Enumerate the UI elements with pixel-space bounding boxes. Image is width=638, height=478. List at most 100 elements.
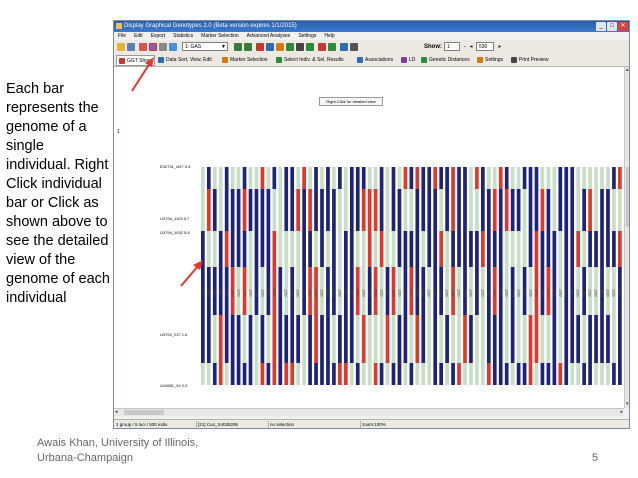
genome-bar-segment[interactable] (260, 167, 265, 189)
menu-help[interactable]: Help (324, 33, 335, 39)
genome-bar-segment[interactable] (266, 189, 271, 231)
genome-bar-segment[interactable] (475, 189, 479, 231)
vertical-scrollbar[interactable]: ▴ ▾ (624, 67, 629, 408)
genome-bar-segment[interactable] (266, 167, 271, 189)
genome-bar-segment[interactable] (433, 315, 438, 363)
genome-bar-segment[interactable] (486, 231, 491, 267)
genome-bar-segment[interactable] (540, 363, 545, 385)
genome-bar-segment[interactable] (433, 363, 438, 385)
genome-bar-segment[interactable] (463, 363, 467, 385)
genome-bar-segment[interactable] (546, 267, 551, 315)
genome-bar-segment[interactable] (206, 231, 211, 267)
genome-bar-segment[interactable] (343, 231, 348, 267)
genome-bar-segment[interactable] (272, 363, 277, 385)
genome-bar-segment[interactable] (397, 315, 402, 363)
genome-bar-segment[interactable] (469, 167, 473, 189)
genome-bar-segment[interactable] (427, 167, 432, 189)
genome-bar-segment[interactable] (415, 315, 420, 363)
genome-bar-segment[interactable] (481, 363, 485, 385)
genome-bar-segment[interactable] (564, 315, 569, 363)
tab-data-sort[interactable]: Data Sort, View, Edit (158, 55, 212, 65)
genome-bar-segment[interactable] (206, 363, 211, 385)
menu-marker-selection[interactable]: Marker Selection (201, 33, 239, 39)
genome-bar-segment[interactable] (391, 267, 396, 315)
genome-bar-segment[interactable] (486, 167, 491, 189)
genome-bar-segment[interactable] (296, 231, 301, 267)
genome-bar-segment[interactable] (326, 167, 330, 189)
genome-bar-segment[interactable] (504, 231, 509, 267)
genome-bar-segment[interactable] (397, 363, 402, 385)
genome-bar-segment[interactable] (254, 189, 259, 231)
genome-bar-segment[interactable] (201, 267, 205, 315)
genome-bar-segment[interactable] (385, 167, 390, 189)
genome-bar-segment[interactable] (618, 267, 622, 315)
genome-bar-segment[interactable] (576, 189, 581, 231)
genome-bar-segment[interactable] (588, 189, 592, 231)
genome-bar-segment[interactable] (332, 189, 336, 231)
genome-bar-segment[interactable] (498, 231, 503, 267)
genome-bar-segment[interactable] (409, 231, 414, 267)
horizontal-scrollbar[interactable]: ◂ ▸ (114, 408, 624, 416)
select-icon[interactable] (286, 43, 294, 51)
genome-bar-segment[interactable] (361, 231, 366, 267)
genome-bar-segment[interactable] (385, 189, 390, 231)
close-button[interactable]: ✕ (618, 22, 628, 31)
genome-bar-segment[interactable] (451, 189, 455, 231)
genome-bar-segment[interactable] (546, 363, 551, 385)
genome-bar-segment[interactable] (272, 231, 277, 267)
genome-bar-segment[interactable] (272, 189, 277, 231)
genome-bar-segment[interactable] (254, 267, 259, 315)
genome-bar-segment[interactable] (349, 231, 354, 267)
genome-bar-segment[interactable] (564, 231, 569, 267)
genome-bar-segment[interactable] (201, 363, 205, 385)
genome-bar-segment[interactable] (576, 315, 581, 363)
tab-marker-selection[interactable]: Marker Selection (222, 55, 268, 65)
genome-bar-segment[interactable] (320, 189, 324, 231)
genome-bar-segment[interactable] (385, 315, 390, 363)
genome-bar-segment[interactable] (606, 231, 610, 267)
genome-bar-segment[interactable] (516, 363, 521, 385)
genome-bar-segment[interactable] (576, 267, 581, 315)
genome-bar-segment[interactable] (606, 363, 610, 385)
genome-bar-segment[interactable] (528, 363, 533, 385)
genome-bar-segment[interactable] (415, 189, 420, 231)
genome-bar-segment[interactable] (230, 363, 235, 385)
genome-bar-segment[interactable] (242, 231, 247, 267)
genome-bar-segment[interactable] (290, 167, 295, 189)
genome-bar-segment[interactable] (445, 267, 449, 315)
scroll-up-icon[interactable]: ▴ (626, 67, 629, 73)
genome-bar-segment[interactable] (504, 189, 509, 231)
genome-bar-segment[interactable] (379, 167, 384, 189)
genome-bar-segment[interactable] (302, 267, 306, 315)
genome-bar-segment[interactable] (594, 189, 598, 231)
genome-bar-segment[interactable] (433, 267, 438, 315)
genome-bar-segment[interactable] (338, 363, 342, 385)
genome-bar-segment[interactable] (510, 189, 515, 231)
genome-bar-segment[interactable] (349, 189, 354, 231)
genome-bar-segment[interactable] (385, 231, 390, 267)
genome-bar-segment[interactable] (588, 267, 592, 315)
genome-bar-segment[interactable] (421, 363, 426, 385)
genome-bar-segment[interactable] (528, 167, 533, 189)
genome-bar-segment[interactable] (600, 167, 604, 189)
genome-bar-segment[interactable] (218, 231, 223, 267)
detailed-view-button[interactable]: Right-Click for detailed view (319, 97, 383, 106)
genome-bar-segment[interactable] (296, 167, 301, 189)
genome-bar-segment[interactable] (379, 231, 384, 267)
genome-bar-segment[interactable] (248, 315, 253, 363)
genome-bar-segment[interactable] (230, 167, 235, 189)
genome-bar-segment[interactable] (230, 315, 235, 363)
genome-bar-segment[interactable] (618, 189, 622, 231)
genome-bar-segment[interactable] (618, 315, 622, 363)
genome-bar-segment[interactable] (439, 189, 443, 231)
genome-bar-segment[interactable] (498, 167, 503, 189)
genome-bar-segment[interactable] (451, 315, 455, 363)
genome-bar-segment[interactable] (570, 231, 575, 267)
zoom-icon[interactable] (350, 43, 358, 51)
genome-bar-segment[interactable] (403, 363, 408, 385)
genome-bar-segment[interactable] (564, 267, 569, 315)
genome-bar-segment[interactable] (433, 189, 438, 231)
genome-bar-segment[interactable] (397, 189, 402, 231)
genome-bar-segment[interactable] (409, 189, 414, 231)
genome-bar-segment[interactable] (606, 189, 610, 231)
